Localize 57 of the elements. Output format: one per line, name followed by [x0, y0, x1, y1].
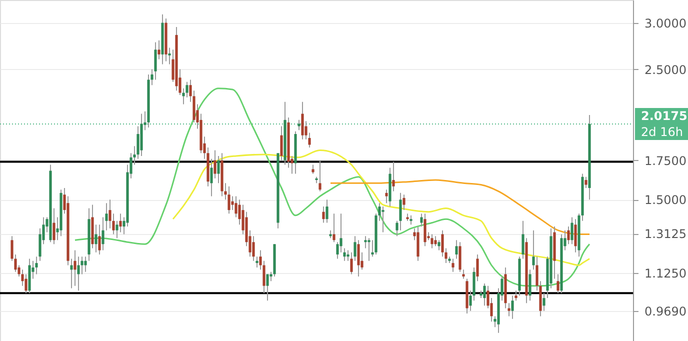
candlestick — [74, 250, 76, 286]
y-tick-label: 2.5000 — [644, 62, 686, 77]
candlestick — [280, 126, 283, 161]
candlestick — [382, 206, 384, 233]
y-tick-label: 1.5000 — [644, 193, 686, 208]
candlestick — [256, 256, 258, 268]
ref-line-label: 2.0175 — [641, 109, 688, 124]
candlestick — [84, 256, 87, 272]
candlestick — [298, 119, 300, 131]
candlestick — [584, 176, 588, 189]
candlestick — [556, 274, 560, 294]
candlestick — [458, 242, 462, 272]
candlestick — [385, 189, 388, 204]
candlestick — [438, 240, 440, 251]
candlestick — [158, 40, 160, 60]
candlestick — [483, 282, 486, 306]
candlestick — [24, 274, 28, 294]
candlestick — [35, 256, 38, 275]
candlestick — [266, 274, 269, 302]
candlestick — [301, 101, 304, 140]
candlestick — [392, 161, 395, 192]
candlestick — [326, 199, 328, 224]
candlestick — [399, 192, 402, 231]
y-tick-label: 0.9690 — [644, 304, 686, 319]
candlestick — [511, 295, 514, 320]
candlestick — [322, 206, 325, 224]
candlestick — [452, 258, 454, 272]
candlestick — [318, 160, 322, 192]
candlestick — [364, 236, 367, 249]
line-series — [172, 150, 590, 266]
y-tick-label: 1.7500 — [644, 154, 686, 168]
candlestick — [94, 224, 98, 253]
candlestick — [217, 155, 220, 184]
candlestick — [52, 208, 56, 245]
candlestick — [332, 213, 336, 243]
candlestick — [462, 269, 465, 280]
candlestick — [455, 240, 458, 260]
candlestick — [70, 258, 73, 289]
candlestick — [424, 213, 426, 247]
candlestick — [312, 164, 314, 174]
line-series — [330, 179, 590, 235]
candlestick — [528, 269, 532, 302]
candlestick — [434, 236, 437, 247]
candlestick — [102, 216, 104, 251]
candlestick — [368, 238, 370, 262]
candlestick — [343, 248, 346, 262]
candlestick — [410, 214, 412, 226]
candlestick — [430, 234, 434, 249]
text: 2d 16h — [641, 125, 683, 140]
candlestick — [357, 240, 360, 277]
candlestick — [228, 186, 230, 214]
y-tick-label: 1.3125 — [644, 227, 686, 242]
y-tick-label: 3.0000 — [644, 16, 686, 30]
candlestick — [508, 302, 510, 317]
candlestick — [574, 218, 577, 253]
y-tick-label: 1.1250 — [644, 266, 686, 281]
candlestick — [542, 292, 546, 312]
